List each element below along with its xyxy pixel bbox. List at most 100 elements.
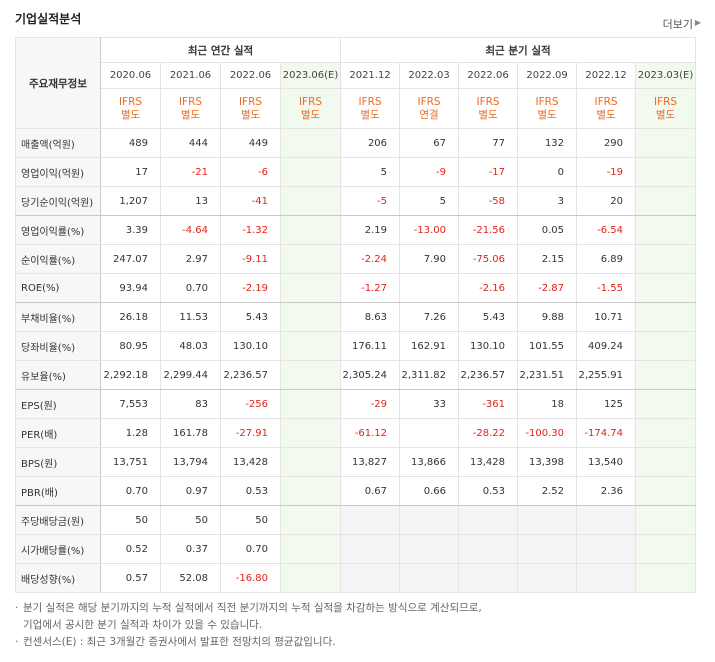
note-line: 기업에서 공시한 분기 실적과 차이가 있을 수 있습니다. — [23, 619, 263, 631]
value-cell: -361 — [458, 389, 519, 419]
standard-cell: IFRS 별도 — [340, 88, 401, 129]
value-cell: 1,207 — [100, 186, 161, 216]
value-cell — [279, 505, 342, 535]
header-row: 주요재무정보 최근 연간 실적 최근 분기 실적 — [15, 37, 697, 129]
standard: IFRS — [417, 95, 441, 108]
value-cell: 162.91 — [399, 331, 460, 361]
value-cell — [576, 505, 637, 535]
data-row: 순이익률(%) 247.07 2.97 -9.11 -2.24 7.90 -75.06 2.1… — [15, 244, 697, 274]
value-cell: 2,255.91 — [576, 360, 637, 390]
group-header: 최근 분기 실적 — [340, 37, 697, 63]
value-cell: -6 — [220, 157, 281, 187]
row-label: 당기순이익(억원) — [15, 186, 101, 216]
value-cell: 0.05 — [517, 215, 578, 245]
standard: IFRS — [535, 95, 559, 108]
data-row: 유보율(%) 2,292.18 2,299.44 2,236.57 2,305.24 2,… — [15, 360, 697, 390]
standard-cell: IFRS 별도 — [100, 88, 161, 129]
value-cell: -21 — [160, 157, 221, 187]
value-cell: 8.63 — [340, 302, 401, 332]
data-row: 시가배당률(%) 0.52 0.37 0.70 — [15, 534, 697, 564]
value-cell — [576, 534, 637, 564]
value-cell — [399, 505, 460, 535]
value-cell: -17 — [458, 157, 519, 187]
standard: IFRS — [476, 95, 500, 108]
value-cell: 13,866 — [399, 447, 460, 477]
row-label: 배당성향(%) — [15, 563, 101, 593]
value-cell: 0.53 — [458, 476, 519, 506]
data-row: PER(배) 1.28 161.78 -27.91 -61.12 -28.22 -100.3… — [15, 418, 697, 448]
value-cell: -27.91 — [220, 418, 281, 448]
value-cell — [635, 273, 697, 303]
value-cell: 26.18 — [100, 302, 161, 332]
note: 컨센서스(E) : 최근 3개월간 증권사에서 발표한 전망치의 평균값입니다. — [15, 634, 482, 651]
value-cell — [279, 534, 342, 564]
value-cell: 2,305.24 — [340, 360, 401, 390]
period-header: 2022.03 — [399, 62, 460, 89]
period-header: 2023.06(E) — [279, 62, 342, 89]
value-cell — [279, 418, 342, 448]
value-cell — [399, 534, 460, 564]
row-label: 순이익률(%) — [15, 244, 101, 274]
value-cell — [458, 534, 519, 564]
value-cell — [340, 534, 401, 564]
value-cell — [279, 476, 342, 506]
value-cell: 132 — [517, 128, 578, 158]
value-cell: 13,540 — [576, 447, 637, 477]
value-cell — [635, 447, 697, 477]
value-cell — [635, 563, 697, 593]
header-row: IFRS 별도 IFRS 별도 IFRS 별도 IFRS 별도 IFRS 별도 IFRS 연결 IFRS… — [16, 88, 697, 129]
standard-cell: IFRS 별도 — [576, 88, 637, 129]
row-label: ROE(%) — [15, 273, 101, 303]
data-row: 주당배당금(원) 50 50 50 — [15, 505, 697, 535]
row-label: 매출액(억원) — [15, 128, 101, 158]
value-cell: 0.67 — [340, 476, 401, 506]
value-cell: -5 — [340, 186, 401, 216]
value-cell — [340, 563, 401, 593]
data-row: 영업이익률(%) 3.39 -4.64 -1.32 2.19 -13.00 -21.56 0.… — [15, 215, 697, 245]
value-cell — [635, 389, 697, 419]
period-header: 2020.06 — [100, 62, 161, 89]
value-cell: -2.87 — [517, 273, 578, 303]
scope: 별도 — [240, 108, 261, 121]
value-cell: 0.70 — [100, 476, 161, 506]
value-cell — [399, 418, 460, 448]
value-cell: 125 — [576, 389, 637, 419]
more-link[interactable]: 더보기 — [662, 18, 693, 31]
row-label: 유보율(%) — [15, 360, 101, 390]
value-cell — [279, 563, 342, 593]
value-cell — [279, 215, 342, 245]
value-cell: 17 — [100, 157, 161, 187]
value-cell: -9.11 — [220, 244, 281, 274]
value-cell: 0.57 — [100, 563, 161, 593]
value-cell — [635, 302, 697, 332]
value-cell: 50 — [220, 505, 281, 535]
scope: 별도 — [120, 108, 141, 121]
standard-cell: IFRS 별도 — [160, 88, 221, 129]
value-cell: -2.19 — [220, 273, 281, 303]
standard-cell: IFRS 연결 — [399, 88, 460, 129]
row-label: 당좌비율(%) — [15, 331, 101, 361]
value-cell: 0.53 — [220, 476, 281, 506]
row-label: 영업이익(억원) — [15, 157, 101, 187]
value-cell: -6.54 — [576, 215, 637, 245]
value-cell — [279, 331, 342, 361]
value-cell — [635, 128, 697, 158]
data-row: 매출액(억원) 489 444 449 206 67 77 132 290 — [15, 128, 697, 158]
value-cell: 489 — [100, 128, 161, 158]
value-cell — [279, 389, 342, 419]
note-line: 분기 실적은 해당 분기까지의 누적 실적에서 직전 분기까지의 누적 실적을 … — [23, 602, 482, 614]
value-cell: 444 — [160, 128, 221, 158]
value-cell: 2.97 — [160, 244, 221, 274]
value-cell: 2.52 — [517, 476, 578, 506]
value-cell — [340, 505, 401, 535]
scope: 별도 — [300, 108, 321, 121]
value-cell: 0 — [517, 157, 578, 187]
value-cell: 13,398 — [517, 447, 578, 477]
value-cell: -2.24 — [340, 244, 401, 274]
value-cell: 0.52 — [100, 534, 161, 564]
data-row: BPS(원) 13,751 13,794 13,428 13,827 13,866 13,4… — [15, 447, 697, 477]
value-cell: 18 — [517, 389, 578, 419]
scope: 별도 — [537, 108, 557, 121]
value-cell: 11.53 — [160, 302, 221, 332]
standard: IFRS — [358, 95, 382, 108]
